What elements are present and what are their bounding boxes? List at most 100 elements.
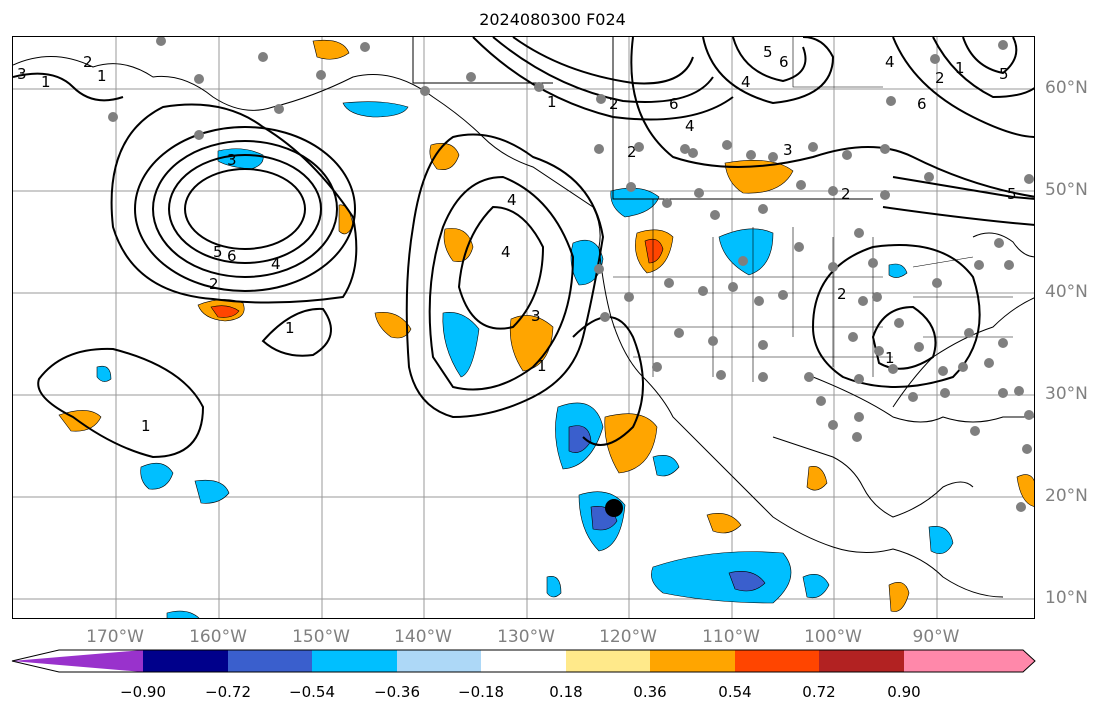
contour-ring <box>168 154 322 264</box>
contour-label: 1 <box>885 349 895 367</box>
contour-ring <box>892 176 1034 200</box>
negative-anomaly-patch <box>342 101 409 118</box>
contour-label: 2 <box>837 285 847 303</box>
contour-label: 2 <box>935 69 945 87</box>
storm-center-marker <box>605 499 623 517</box>
negative-anomaly-patch <box>718 228 774 276</box>
positive-anomaly-patch <box>374 312 412 339</box>
contour-label: 4 <box>685 117 695 135</box>
station-dots <box>108 37 1034 512</box>
negative-anomaly-patch <box>194 479 230 504</box>
contour-label: 1 <box>141 417 151 435</box>
negative-anomaly-patch <box>652 455 680 477</box>
positive-anomaly-patch <box>706 513 742 534</box>
contour-ring <box>732 37 807 83</box>
latitude-label: 60°N <box>1045 78 1088 98</box>
contour-label: 2 <box>209 275 219 293</box>
negative-anomaly-patch <box>928 526 954 554</box>
contour-ring <box>472 37 734 121</box>
contour-ring <box>152 140 338 278</box>
contour-label: 1 <box>547 93 557 111</box>
longitude-label: 110°W <box>702 627 760 647</box>
contour-label: 4 <box>885 53 895 71</box>
contour-label: 4 <box>501 243 511 261</box>
negative-anomaly-patch <box>546 576 562 598</box>
contour-label: 2 <box>609 95 619 113</box>
latitude-label: 40°N <box>1045 282 1088 302</box>
borders <box>613 37 1013 382</box>
contour-label: 2 <box>841 185 851 203</box>
colorbar-segment <box>650 650 735 672</box>
contour-label: 6 <box>779 53 789 71</box>
contour-label: 6 <box>669 95 679 113</box>
latitude-label: 20°N <box>1045 486 1088 506</box>
contour-label: 1 <box>285 319 295 337</box>
colorbar-tick: 0.36 <box>633 683 667 701</box>
contour-ring <box>37 347 205 459</box>
contour-ring <box>871 305 937 370</box>
contour-label: 4 <box>741 73 751 91</box>
contours <box>13 37 1034 459</box>
longitude-label: 160°W <box>189 627 247 647</box>
colorbar-segment <box>735 650 819 672</box>
colorbar-segments <box>12 650 1035 672</box>
contour-ring <box>492 37 714 103</box>
colorbar-tick: −0.54 <box>289 683 335 701</box>
colorbar-tick: 0.18 <box>549 683 583 701</box>
positive-anomaly-patch <box>724 160 794 194</box>
longitude-label: 90°W <box>912 627 960 647</box>
positive-anomaly-patch <box>1016 474 1034 507</box>
colorbar-segment <box>566 650 650 672</box>
contour-ring <box>962 37 1018 75</box>
colorbar-segment <box>904 650 1035 672</box>
colorbar-tick: −0.36 <box>374 683 420 701</box>
latitude-label: 50°N <box>1045 180 1088 200</box>
positive-anomaly-patch <box>312 39 350 60</box>
contour-ring <box>134 126 356 292</box>
contour-label: 3 <box>227 151 237 169</box>
colorbar-outline <box>11 649 1036 673</box>
contour-ring <box>457 205 545 330</box>
colorbar-segment <box>228 650 312 672</box>
map-title: 2024080300 F024 <box>479 10 626 29</box>
contour-ring <box>811 244 981 388</box>
contour-label: 5 <box>1007 185 1017 203</box>
longitude-label: 140°W <box>394 627 452 647</box>
colorbar-tick: −0.18 <box>458 683 504 701</box>
colorbar-tick: −0.72 <box>205 683 251 701</box>
colorbar-segment <box>397 650 481 672</box>
contour-ring <box>882 206 1034 226</box>
contour-label: 5 <box>763 43 773 61</box>
contour-ring <box>512 37 694 85</box>
contour-label: 1 <box>955 59 965 77</box>
contour-label: 6 <box>917 95 927 113</box>
contour-ring <box>428 175 575 391</box>
positive-anomaly-patch <box>429 143 460 170</box>
negative-anomaly-patch <box>568 425 592 453</box>
negative-anomaly-patch <box>166 610 200 618</box>
negative-anomaly-patch <box>217 148 264 170</box>
contour-ring <box>261 307 332 357</box>
latitude-label: 10°N <box>1045 588 1088 608</box>
colorbar-tick: 0.54 <box>718 683 752 701</box>
contour-ring <box>892 37 1034 138</box>
contour-label: 1 <box>97 67 107 85</box>
contour-ring <box>184 168 306 250</box>
colorbar-segment <box>312 650 397 672</box>
contour-ring <box>702 37 835 105</box>
negative-anomaly-patch <box>442 312 480 378</box>
map-canvas: 3 2 1 6 5 4 3 2 1 5 6 4 2 1 4 4 3 1 1 6 … <box>13 37 1034 618</box>
latitude-label: 30°N <box>1045 384 1088 404</box>
positive-anomaly-patch <box>210 305 240 318</box>
colorbar-tick: 0.90 <box>887 683 921 701</box>
longitude-label: 120°W <box>599 627 657 647</box>
contour-label: 5 <box>213 243 223 261</box>
negative-anomaly-patch <box>728 571 766 592</box>
negative-anomaly-patch <box>802 574 830 599</box>
shaded-anomalies <box>58 39 1034 618</box>
contour-ring <box>630 37 1034 198</box>
contour-label: 2 <box>83 53 93 71</box>
contour-label: 1 <box>537 357 547 375</box>
longitude-label: 130°W <box>497 627 555 647</box>
contour-label: 1 <box>41 73 51 91</box>
